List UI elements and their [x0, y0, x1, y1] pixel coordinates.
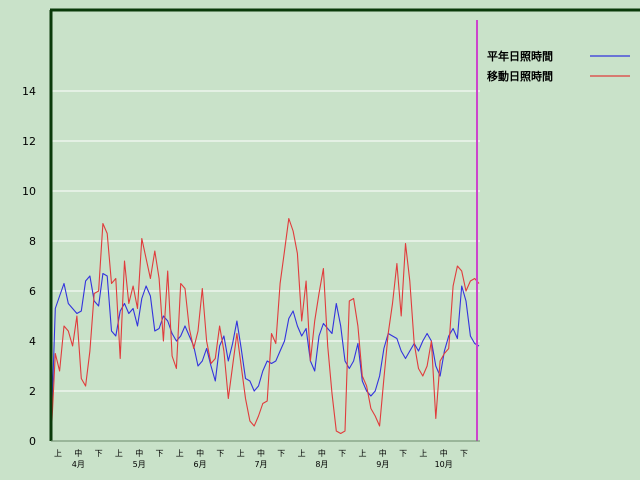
- y-tick-label: 2: [29, 385, 36, 398]
- legend-label-series-2: 移動日照時間: [487, 69, 553, 83]
- y-tick-label: 14: [22, 85, 36, 98]
- x-period-label: 下: [460, 449, 468, 458]
- x-period-label: 上: [54, 449, 62, 458]
- x-period-label: 中: [318, 448, 326, 458]
- x-month-label: 7月: [254, 460, 267, 469]
- x-period-label: 上: [237, 449, 245, 458]
- series-line-1: [50, 272, 480, 439]
- x-period-label: 中: [196, 448, 204, 458]
- x-period-label: 中: [379, 448, 387, 458]
- x-period-label: 下: [338, 449, 346, 458]
- y-tick-label: 6: [29, 285, 36, 298]
- x-period-label: 下: [95, 449, 103, 458]
- x-month-label: 9月: [376, 460, 389, 469]
- y-axis-tick-labels: 0 2 4 6 8 10 12 14: [22, 85, 36, 448]
- x-period-label: 上: [298, 449, 306, 458]
- x-axis-month-labels: 4月 5月 6月 7月 8月 9月 10月: [72, 460, 453, 469]
- x-period-label: 下: [156, 449, 164, 458]
- grid-lines: [51, 90, 480, 392]
- y-tick-label: 0: [29, 435, 36, 448]
- x-period-label: 下: [399, 449, 407, 458]
- x-period-label: 中: [135, 448, 143, 458]
- y-tick-label: 12: [22, 135, 36, 148]
- y-tick-label: 4: [29, 335, 36, 348]
- x-period-label: 中: [257, 448, 265, 458]
- x-period-label: 上: [176, 449, 184, 458]
- legend-label-series-1: 平年日照時間: [487, 49, 553, 63]
- x-month-label: 8月: [315, 460, 328, 469]
- x-period-label: 上: [419, 449, 427, 458]
- legend: 平年日照時間 移動日照時間: [487, 49, 630, 83]
- plot-frame: [49, 8, 640, 442]
- x-period-label: 中: [74, 448, 82, 458]
- y-tick-label: 8: [29, 235, 36, 248]
- x-period-label: 上: [115, 449, 123, 458]
- y-tick-label: 10: [22, 185, 36, 198]
- x-period-label: 上: [359, 449, 367, 458]
- x-period-label: 下: [277, 449, 285, 458]
- x-month-label: 4月: [72, 460, 85, 469]
- x-month-label: 6月: [194, 460, 207, 469]
- x-month-label: 10月: [435, 460, 453, 469]
- x-period-label: 中: [440, 448, 448, 458]
- x-axis-period-labels: 上中下上中下上中下上中下上中下上中下上中下: [54, 448, 468, 458]
- series-lines: [50, 217, 480, 442]
- series-line-2: [50, 217, 480, 442]
- x-period-label: 下: [216, 449, 224, 458]
- x-month-label: 5月: [133, 460, 146, 469]
